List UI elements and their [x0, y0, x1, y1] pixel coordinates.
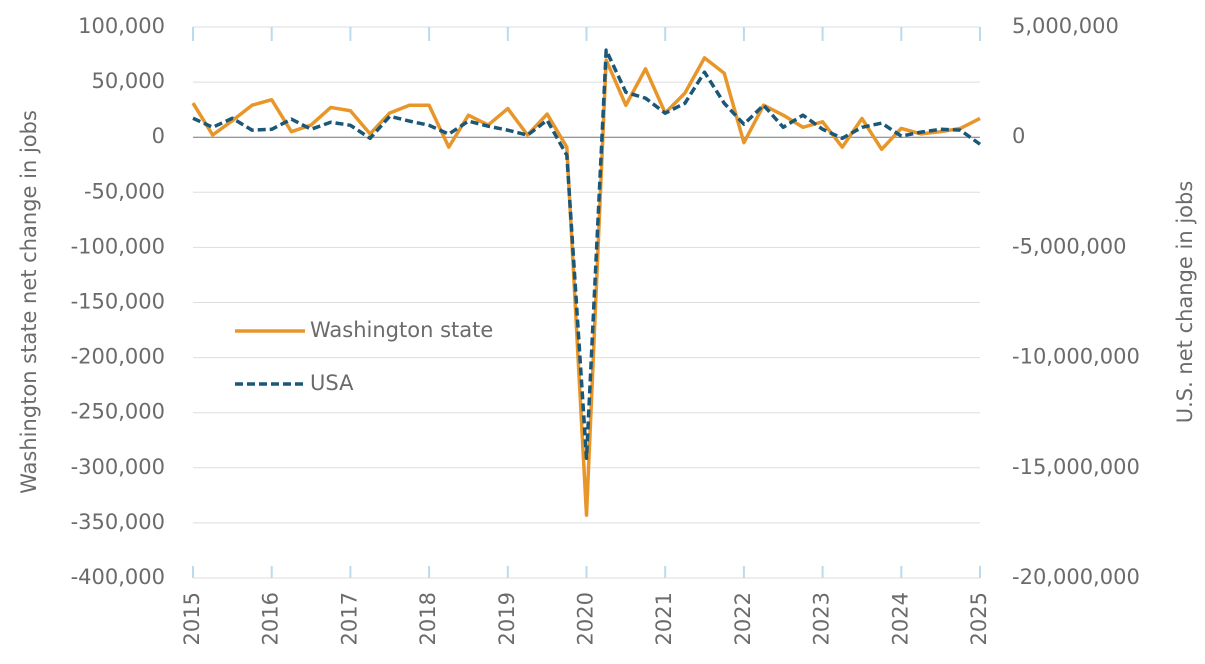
y2-tick-label: -20,000,000: [1012, 565, 1140, 589]
y-tick-label: -300,000: [71, 455, 165, 479]
y2-axis-title: U.S. net change in jobs: [1173, 181, 1197, 424]
x-tick-label: 2023: [810, 592, 834, 645]
y-tick-label: -100,000: [71, 234, 165, 258]
x-tick-label: 2025: [967, 592, 991, 645]
legend-label: Washington state: [310, 318, 493, 342]
x-tick-label: 2017: [337, 592, 361, 645]
y-tick-label: -350,000: [71, 510, 165, 534]
y2-tick-label: 0: [1012, 124, 1025, 148]
y2-tick-label: -10,000,000: [1012, 345, 1140, 369]
x-tick-label: 2020: [574, 592, 598, 645]
series-line: [191, 56, 981, 517]
y-tick-label: -200,000: [71, 345, 165, 369]
x-tick-label: 2018: [416, 592, 440, 645]
y-tick-label: -400,000: [71, 565, 165, 589]
y-tick-label: 100,000: [78, 14, 165, 38]
x-tick-label: 2021: [652, 592, 676, 645]
x-tick-label: 2024: [888, 592, 912, 645]
y-tick-label: -150,000: [71, 290, 165, 314]
x-tick-label: 2022: [731, 592, 755, 645]
legend-label: USA: [310, 371, 354, 395]
y2-tick-label: -15,000,000: [1012, 455, 1140, 479]
y-axis-title: Washington state net change in jobs: [17, 110, 41, 494]
x-tick-label: 2016: [259, 592, 283, 645]
x-tick-label: 2019: [495, 592, 519, 645]
y-tick-label: 50,000: [92, 69, 165, 93]
x-tick-label: 2015: [180, 592, 204, 645]
y2-tick-label: -5,000,000: [1012, 234, 1126, 258]
y-tick-label: 0: [152, 124, 165, 148]
y-tick-label: -250,000: [71, 400, 165, 424]
y-tick-label: -50,000: [84, 179, 165, 203]
series-line: [192, 48, 982, 461]
y2-tick-label: 5,000,000: [1012, 14, 1119, 38]
